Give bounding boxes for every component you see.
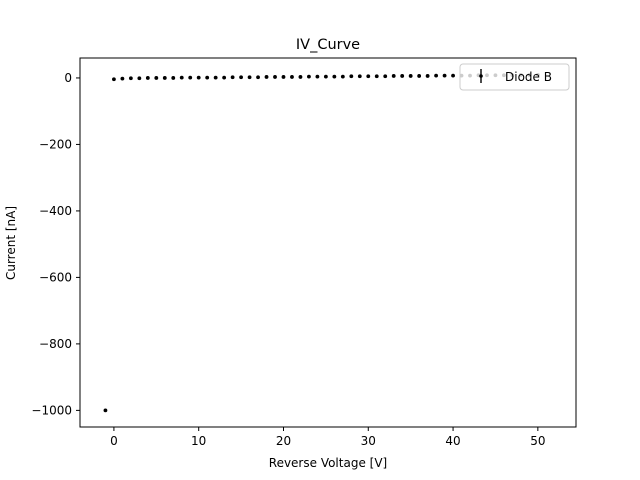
x-axis-ticks: 0 10 20 30 40 50 xyxy=(110,427,545,448)
y-tick-label: −1000 xyxy=(31,403,72,417)
data-point xyxy=(256,75,260,80)
y-tick-label: −800 xyxy=(39,337,72,351)
x-tick-label: 50 xyxy=(530,434,545,448)
y-tick-label: −600 xyxy=(39,270,72,284)
data-point xyxy=(417,74,422,78)
data-point xyxy=(230,75,235,80)
data-point xyxy=(290,75,294,79)
chart-title: IV_Curve xyxy=(296,37,360,53)
data-point xyxy=(340,74,345,79)
y-axis-label: Current [nA] xyxy=(4,206,18,280)
data-point xyxy=(391,74,396,78)
legend-point-marker xyxy=(479,74,483,78)
data-point xyxy=(103,408,108,413)
data-point xyxy=(196,75,201,80)
data-point xyxy=(349,74,354,79)
y-tick-label: −400 xyxy=(39,204,72,218)
data-point xyxy=(162,76,167,80)
data-point xyxy=(112,77,116,82)
y-tick-label: −200 xyxy=(39,137,72,151)
data-point xyxy=(120,76,125,81)
data-point xyxy=(400,74,405,78)
data-point xyxy=(222,75,227,80)
x-tick-label: 10 xyxy=(191,434,206,448)
data-point xyxy=(154,76,159,80)
data-point xyxy=(213,75,218,80)
x-axis-label: Reverse Voltage [V] xyxy=(269,456,387,470)
data-point xyxy=(171,76,176,80)
data-point xyxy=(425,74,430,78)
data-point xyxy=(128,76,133,81)
data-point xyxy=(205,75,210,80)
data-point xyxy=(434,73,439,78)
x-tick-label: 30 xyxy=(361,434,376,448)
axes-frame xyxy=(79,57,577,428)
y-axis-ticks: 0 −200 −400 −600 −800 −1000 xyxy=(31,71,80,417)
x-tick-label: 0 xyxy=(110,434,118,448)
data-point xyxy=(179,75,184,80)
data-series-diode-b xyxy=(103,73,540,413)
data-point xyxy=(323,74,328,79)
data-point xyxy=(357,74,362,79)
data-point xyxy=(374,74,379,79)
legend-box xyxy=(459,63,570,91)
data-point xyxy=(298,75,303,79)
data-point xyxy=(281,75,286,79)
data-point xyxy=(188,75,193,80)
plot-area xyxy=(79,57,577,428)
x-tick-label: 40 xyxy=(445,434,460,448)
y-tick-label: 0 xyxy=(64,71,72,85)
data-point xyxy=(451,73,455,78)
legend-entry-diode-b: Diode B xyxy=(505,70,552,84)
data-point xyxy=(307,74,311,79)
data-point xyxy=(315,74,320,79)
data-point xyxy=(264,75,269,79)
legend: Diode B xyxy=(459,63,570,91)
x-tick-label: 20 xyxy=(276,434,291,448)
data-point xyxy=(366,74,371,79)
data-point xyxy=(247,75,252,80)
data-point xyxy=(239,75,243,80)
data-point xyxy=(273,75,277,79)
data-point xyxy=(137,76,142,81)
data-point xyxy=(145,76,150,80)
data-point xyxy=(383,74,388,79)
data-point xyxy=(442,73,447,78)
data-point xyxy=(408,74,413,78)
data-point xyxy=(332,74,337,79)
